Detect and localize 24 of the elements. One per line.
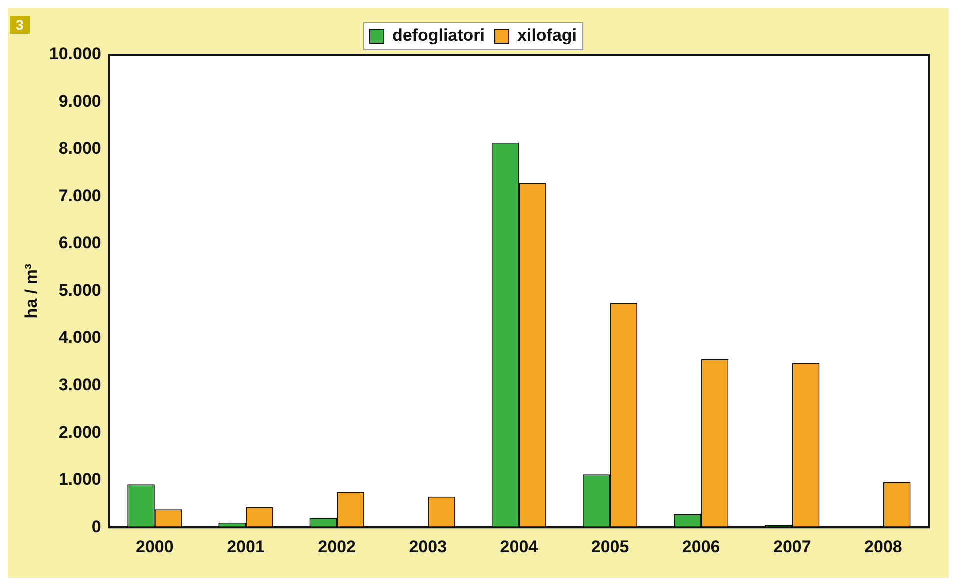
y-tick-label: 9.000	[58, 92, 102, 111]
text: 3	[10, 16, 30, 34]
legend-label: xilofagi	[518, 26, 578, 46]
x-tick-label: 2006	[682, 537, 720, 556]
y-tick-label: 10.000	[49, 44, 102, 64]
y-tick-label: 2.000	[58, 422, 102, 442]
y-tick-label: 4.000	[58, 328, 102, 348]
x-tick-label: 2001	[227, 537, 265, 556]
y-tick-label: 6.000	[58, 234, 102, 253]
y-tick-label: 5.000	[58, 280, 102, 300]
x-tick-label: 2000	[136, 537, 174, 556]
x-tick-label: 2008	[864, 537, 902, 556]
x-tick-label: 2005	[591, 537, 630, 556]
y-tick-label: 8.000	[58, 139, 102, 158]
y-tick-label: 3.000	[58, 376, 102, 395]
y-tick-label: 7.000	[58, 186, 102, 206]
x-tick-label: 2007	[773, 537, 812, 556]
x-tick-label: 2004	[500, 537, 539, 556]
legend-label: defogliatori	[392, 26, 486, 46]
y-tick-label: 1.000	[58, 470, 102, 490]
x-tick-label: 2003	[409, 537, 448, 556]
y-axis-title: ha / m³	[22, 264, 41, 319]
x-tick-label: 2002	[318, 537, 356, 556]
y-tick-label: 0	[92, 517, 102, 536]
